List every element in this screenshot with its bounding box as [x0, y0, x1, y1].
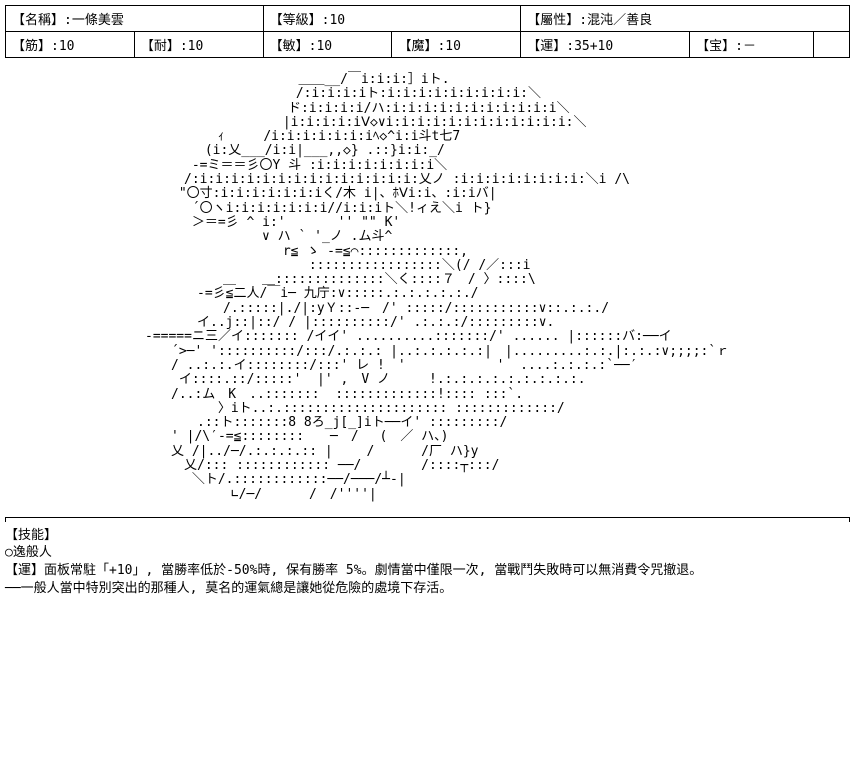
str-label: 【筋】:	[12, 39, 59, 54]
end-cell: 【耐】:10	[134, 32, 263, 58]
luk-value: 35+10	[574, 39, 613, 54]
rank-label: 【等級】:	[270, 13, 330, 28]
divider-line	[5, 517, 850, 522]
luk-cell: 【運】:35+10	[521, 32, 690, 58]
agi-cell: 【敏】:10	[263, 32, 392, 58]
name-label: 【名稱】:	[12, 13, 72, 28]
attr-cell: 【屬性】:混沌／善良	[521, 6, 850, 32]
end-value: 10	[188, 39, 204, 54]
mag-cell: 【魔】:10	[392, 32, 521, 58]
agi-label: 【敏】:	[270, 39, 317, 54]
skill-title: 【技能】	[5, 527, 850, 545]
character-header-table: 【名稱】:一條美雲 【等級】:10 【屬性】:混沌／善良 【筋】:10 【耐】:…	[5, 5, 850, 58]
np-cell: 【宝】:－	[690, 32, 814, 58]
luk-label: 【運】:	[527, 39, 574, 54]
empty-cell	[814, 32, 850, 58]
rank-value: 10	[329, 13, 345, 28]
str-cell: 【筋】:10	[6, 32, 135, 58]
attr-value: 混沌／善良	[587, 13, 652, 28]
str-value: 10	[59, 39, 75, 54]
skill1-line2: ──一般人當中特別突出的那種人, 莫名的運氣總是讓她從危險的處境下存活。	[5, 580, 850, 598]
rank-cell: 【等級】:10	[263, 6, 521, 32]
skill1-line1: 【運】面板常駐「+10」, 當勝率低於-50%時, 保有勝率 5%。劇情當中僅限…	[5, 562, 850, 580]
name-cell: 【名稱】:一條美雲	[6, 6, 264, 32]
agi-value: 10	[316, 39, 332, 54]
skill-section: 【技能】 ○逸般人 【運】面板常駐「+10」, 當勝率低於-50%時, 保有勝率…	[5, 527, 850, 597]
ascii-art: ＿＿__/￣i:i:i:］iト. /:i:i:i:iト:i:i:i:i:i:i:…	[5, 73, 850, 502]
attr-label: 【屬性】:	[527, 13, 587, 28]
end-label: 【耐】:	[141, 39, 188, 54]
mag-value: 10	[445, 39, 461, 54]
np-label: 【宝】:	[696, 39, 743, 54]
np-value: －	[743, 39, 756, 54]
mag-label: 【魔】:	[398, 39, 445, 54]
name-value: 一條美雲	[72, 13, 124, 28]
skill1-name: ○逸般人	[5, 544, 850, 562]
